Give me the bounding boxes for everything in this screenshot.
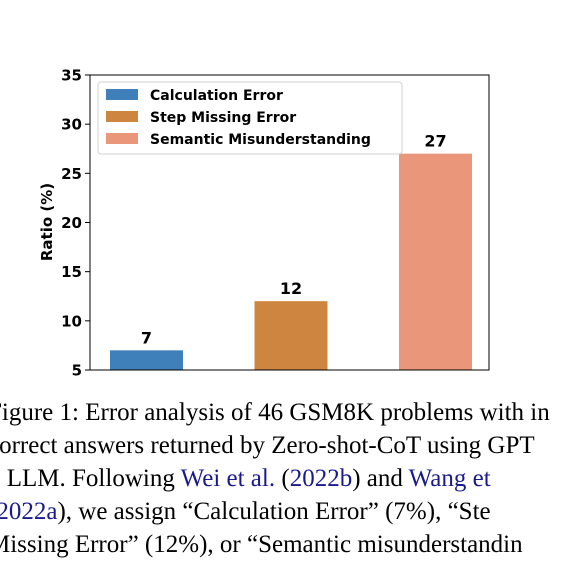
bar-1 xyxy=(110,350,183,370)
bars-group xyxy=(110,153,472,370)
caption-line-2: correct answers returned by Zero-shot-Co… xyxy=(0,432,535,459)
y-axis-ticks: 5 10 15 20 25 30 35 xyxy=(61,67,90,380)
y-axis-label: Ratio (%) xyxy=(38,183,56,261)
bar-3 xyxy=(399,153,472,370)
citation-year-wang[interactable]: 2022a xyxy=(0,498,58,525)
legend-swatch xyxy=(106,111,138,122)
legend-box xyxy=(97,81,403,155)
legend-label: Step Missing Error xyxy=(150,110,296,126)
bar-2 xyxy=(254,301,328,370)
y-tick-label: 10 xyxy=(61,312,82,330)
plot-frame xyxy=(89,74,490,371)
caption-line-4: (2022a), we assign “Calculation Error” (… xyxy=(0,495,569,528)
legend-swatch xyxy=(106,89,138,100)
caption-text: ), we assign “Calculation Error” (7%), “… xyxy=(57,498,491,525)
y-tick-label: 30 xyxy=(61,116,82,134)
y-tick-label: 35 xyxy=(61,67,82,85)
y-tick-label: 25 xyxy=(61,165,82,183)
caption-line-5: Missing Error” (12%), or “Semantic misun… xyxy=(0,531,523,558)
bar-value-label: 7 xyxy=(141,328,152,347)
caption-text: ( xyxy=(275,465,290,492)
y-tick-label: 15 xyxy=(61,263,82,281)
caption-text: 3 LLM. Following xyxy=(0,465,181,492)
legend: Calculation Error Step Missing Error Seman… xyxy=(97,81,403,155)
citation-year-wei[interactable]: 2022b xyxy=(289,465,353,492)
bar-value-label: 12 xyxy=(280,279,302,298)
figure-caption: Figure 1: Error analysis of 46 GSM8K pro… xyxy=(0,396,569,561)
legend-label: Semantic Misunderstanding xyxy=(150,132,371,148)
error-analysis-bar-chart: 7 12 27 5 10 15 20 25 30 35 Ratio (%) Calculatio… xyxy=(38,67,490,380)
legend-swatch xyxy=(106,133,138,144)
y-tick-label: 20 xyxy=(61,214,82,232)
citation-link-wei[interactable]: Wei et al. xyxy=(180,465,276,492)
caption-text: ) and xyxy=(352,465,409,492)
y-tick-label: 5 xyxy=(72,362,82,380)
bar-labels-group: 7 12 27 xyxy=(141,132,447,348)
citation-link-wang[interactable]: Wang et xyxy=(408,465,491,492)
bar-value-label: 27 xyxy=(424,132,446,151)
caption-line-3: 3 LLM. Following Wei et al. (2022b) and … xyxy=(0,462,569,495)
caption-line-1: Figure 1: Error analysis of 46 GSM8K pro… xyxy=(0,399,550,426)
legend-label: Calculation Error xyxy=(150,88,283,104)
